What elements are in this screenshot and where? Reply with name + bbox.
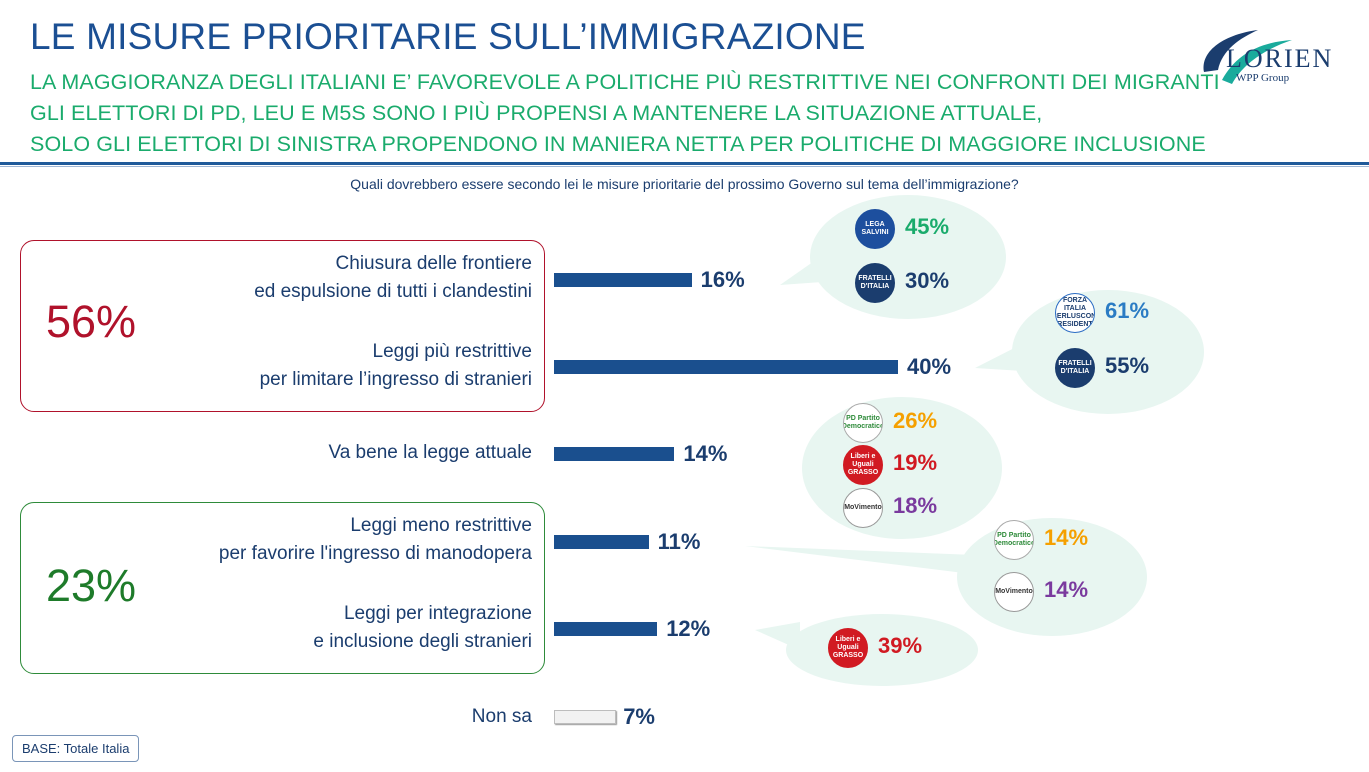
survey-question: Quali dovrebbero essere secondo lei le m… <box>350 176 1019 192</box>
bar <box>554 622 658 636</box>
party-logo-lega-icon: LEGA SALVINI <box>855 209 895 249</box>
party-logo-pd-icon: PD Partito Democratico <box>843 403 883 443</box>
party-logo-m5s-icon: MoVimento <box>994 572 1034 612</box>
party-logo-leu-icon: Liberi e Uguali GRASSO <box>843 445 883 485</box>
party-value-label: 30% <box>905 268 950 293</box>
bar-value-label: 7% <box>623 704 655 729</box>
bar-value-label: 11% <box>657 529 701 554</box>
category-label: Non sa <box>471 706 532 727</box>
party-logo-fdi-icon: FRATELLI D'ITALIA <box>855 263 895 303</box>
category-label: Leggi più restrittive per limitare l’ing… <box>259 341 532 390</box>
party-breakdown-bubble <box>1012 290 1204 414</box>
party-breakdown-bubble <box>802 397 1002 539</box>
party-logo-pd-icon: PD Partito Democratico <box>994 520 1034 560</box>
restrictive-group-box <box>20 240 545 412</box>
subtitle-line-1: LA MAGGIORANZA DEGLI ITALIANI E’ FAVOREV… <box>30 70 1220 94</box>
restrictive-group-total: 56% <box>46 296 137 347</box>
party-logo-m5s-icon: MoVimento <box>843 488 883 528</box>
bar <box>554 360 898 374</box>
party-breakdown-bubble <box>957 518 1147 636</box>
lorien-logo-icon <box>1203 30 1292 84</box>
bar <box>554 535 649 549</box>
category-label: Leggi per integrazione e inclusione degl… <box>313 603 532 652</box>
party-value-label: 55% <box>1105 353 1150 378</box>
bar <box>554 710 617 724</box>
bar-value-label: 40% <box>907 354 952 379</box>
subtitle-line-2: GLI ELETTORI DI PD, LEU E M5S SONO I PIÙ… <box>30 101 1043 125</box>
party-value-label: 45% <box>905 214 950 239</box>
party-logo-fdi-icon: FRATELLI D'ITALIA <box>1055 348 1095 388</box>
category-label: Leggi meno restrittive per favorire l'in… <box>218 515 532 564</box>
inclusive-group-box <box>20 502 545 674</box>
party-value-label: 61% <box>1105 298 1150 323</box>
party-breakdown-bubble <box>786 614 978 686</box>
inclusive-group-total: 23% <box>46 560 137 611</box>
logo-subtitle: WPP Group <box>1236 72 1290 84</box>
bar-value-label: 12% <box>666 616 711 641</box>
party-value-label: 26% <box>893 408 938 433</box>
party-value-label: 39% <box>878 633 923 658</box>
page-title: LE MISURE PRIORITARIE SULL’IMMIGRAZIONE <box>30 16 866 57</box>
party-value-label: 19% <box>893 450 938 475</box>
logo-wordmark: LORIEN <box>1226 44 1334 73</box>
bar <box>554 447 675 461</box>
bar-value-label: 16% <box>700 267 745 292</box>
party-value-label: 18% <box>893 493 938 518</box>
header-divider-thin <box>0 166 1369 167</box>
party-value-label: 14% <box>1044 577 1089 602</box>
bubble-tail <box>745 546 980 575</box>
party-breakdown-bubble <box>810 195 1006 319</box>
bar-value-label: 14% <box>683 441 728 466</box>
category-label: Chiusura delle frontiere ed espulsione d… <box>254 253 532 302</box>
category-label: Va bene la legge attuale <box>328 442 532 463</box>
base-note: BASE: Totale Italia <box>12 735 140 762</box>
bar <box>554 273 692 287</box>
subtitle-line-3: SOLO GLI ELETTORI DI SINISTRA PROPENDONO… <box>30 132 1206 156</box>
party-value-label: 14% <box>1044 525 1089 550</box>
party-logo-fi-icon: FORZA ITALIA BERLUSCONI PRESIDENTE <box>1055 293 1095 333</box>
party-logo-leu-icon: Liberi e Uguali GRASSO <box>828 628 868 668</box>
header-divider <box>0 162 1369 165</box>
